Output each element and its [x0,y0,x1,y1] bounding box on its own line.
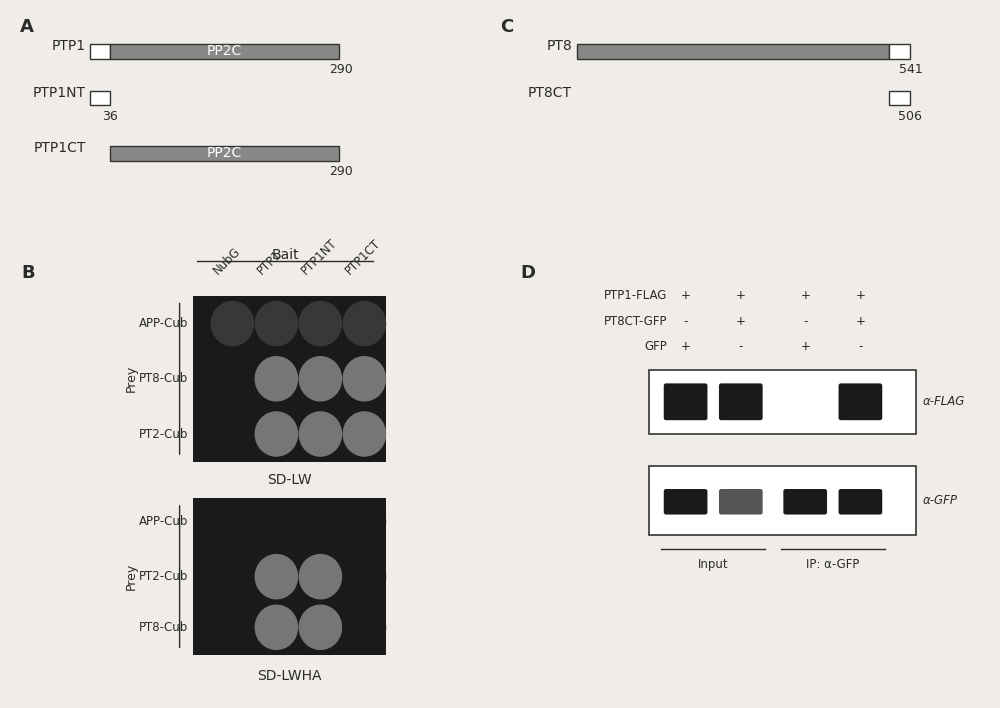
Bar [110,146,339,161]
Text: PTP1NT: PTP1NT [298,236,339,278]
Bar [889,44,910,59]
Text: D: D [520,263,535,282]
Text: PP2C: PP2C [207,45,242,58]
Text: +: + [855,315,865,328]
Bar [110,44,339,59]
Text: α-FLAG: α-FLAG [922,395,965,409]
Text: 36: 36 [102,110,118,122]
FancyBboxPatch shape [719,489,763,515]
Circle shape [211,412,254,456]
Circle shape [299,357,342,401]
Text: +: + [681,340,691,353]
Text: +: + [681,290,691,302]
Bar [649,370,916,434]
Circle shape [255,605,298,649]
Circle shape [255,302,298,346]
Bar [193,498,386,655]
Circle shape [299,302,342,346]
Bar [90,44,110,59]
Text: PT8CT: PT8CT [528,86,572,100]
Text: PTP1: PTP1 [52,40,86,53]
Circle shape [211,499,254,544]
Text: +: + [736,290,746,302]
Text: PTP1-FLAG: PTP1-FLAG [604,290,667,302]
Text: Prey: Prey [125,365,138,392]
Text: GFP: GFP [644,340,667,353]
FancyBboxPatch shape [664,383,707,420]
Text: A: A [20,18,34,36]
Text: APP-Cub: APP-Cub [139,515,188,528]
Bar [90,91,110,105]
Text: PT8-Cub: PT8-Cub [139,372,188,385]
Circle shape [343,499,386,544]
Text: PT8: PT8 [546,40,572,53]
Circle shape [211,605,254,649]
Circle shape [299,554,342,599]
Text: -: - [858,340,863,353]
Text: IP: α-GFP: IP: α-GFP [806,558,859,571]
Circle shape [255,412,298,456]
Text: NubG: NubG [210,245,243,278]
Text: Prey: Prey [125,563,138,590]
Text: PP2C: PP2C [207,147,242,160]
Text: -: - [739,340,743,353]
Text: SD-LW: SD-LW [267,473,312,487]
FancyBboxPatch shape [783,489,827,515]
Circle shape [211,302,254,346]
Circle shape [343,357,386,401]
Text: 290: 290 [329,63,353,76]
Bar [577,44,889,59]
FancyBboxPatch shape [839,489,882,515]
Circle shape [343,605,386,649]
Text: PT2-Cub: PT2-Cub [139,570,188,583]
FancyBboxPatch shape [839,383,882,420]
Text: α-GFP: α-GFP [922,494,958,507]
Circle shape [343,412,386,456]
Text: PTP1CT: PTP1CT [34,142,86,155]
Circle shape [299,499,342,544]
FancyBboxPatch shape [664,489,707,515]
Text: +: + [800,340,810,353]
Text: SD-LWHA: SD-LWHA [257,668,322,683]
FancyBboxPatch shape [719,383,763,420]
Text: B: B [21,263,35,282]
Text: APP-Cub: APP-Cub [139,317,188,330]
Circle shape [343,554,386,599]
Text: -: - [803,315,807,328]
Text: PTP1: PTP1 [254,248,284,278]
Text: Bait: Bait [271,248,299,262]
Text: 506: 506 [898,110,922,122]
Text: 290: 290 [329,165,353,178]
Text: 541: 541 [899,63,922,76]
Circle shape [211,554,254,599]
Text: Input: Input [698,558,729,571]
Circle shape [255,554,298,599]
Text: PT2-Cub: PT2-Cub [139,428,188,440]
Text: +: + [800,290,810,302]
Circle shape [299,605,342,649]
Circle shape [255,357,298,401]
Text: -: - [683,315,688,328]
Text: PTP1CT: PTP1CT [342,237,383,278]
Bar [649,466,916,535]
Text: C: C [500,18,513,36]
Text: PT8CT-GFP: PT8CT-GFP [604,315,667,328]
Text: PT8-Cub: PT8-Cub [139,621,188,634]
Bar [193,296,386,462]
Circle shape [299,412,342,456]
Text: +: + [855,290,865,302]
Circle shape [343,302,386,346]
Bar [889,91,910,105]
Circle shape [255,499,298,544]
Text: +: + [736,315,746,328]
Circle shape [211,357,254,401]
Text: PTP1NT: PTP1NT [33,86,86,100]
